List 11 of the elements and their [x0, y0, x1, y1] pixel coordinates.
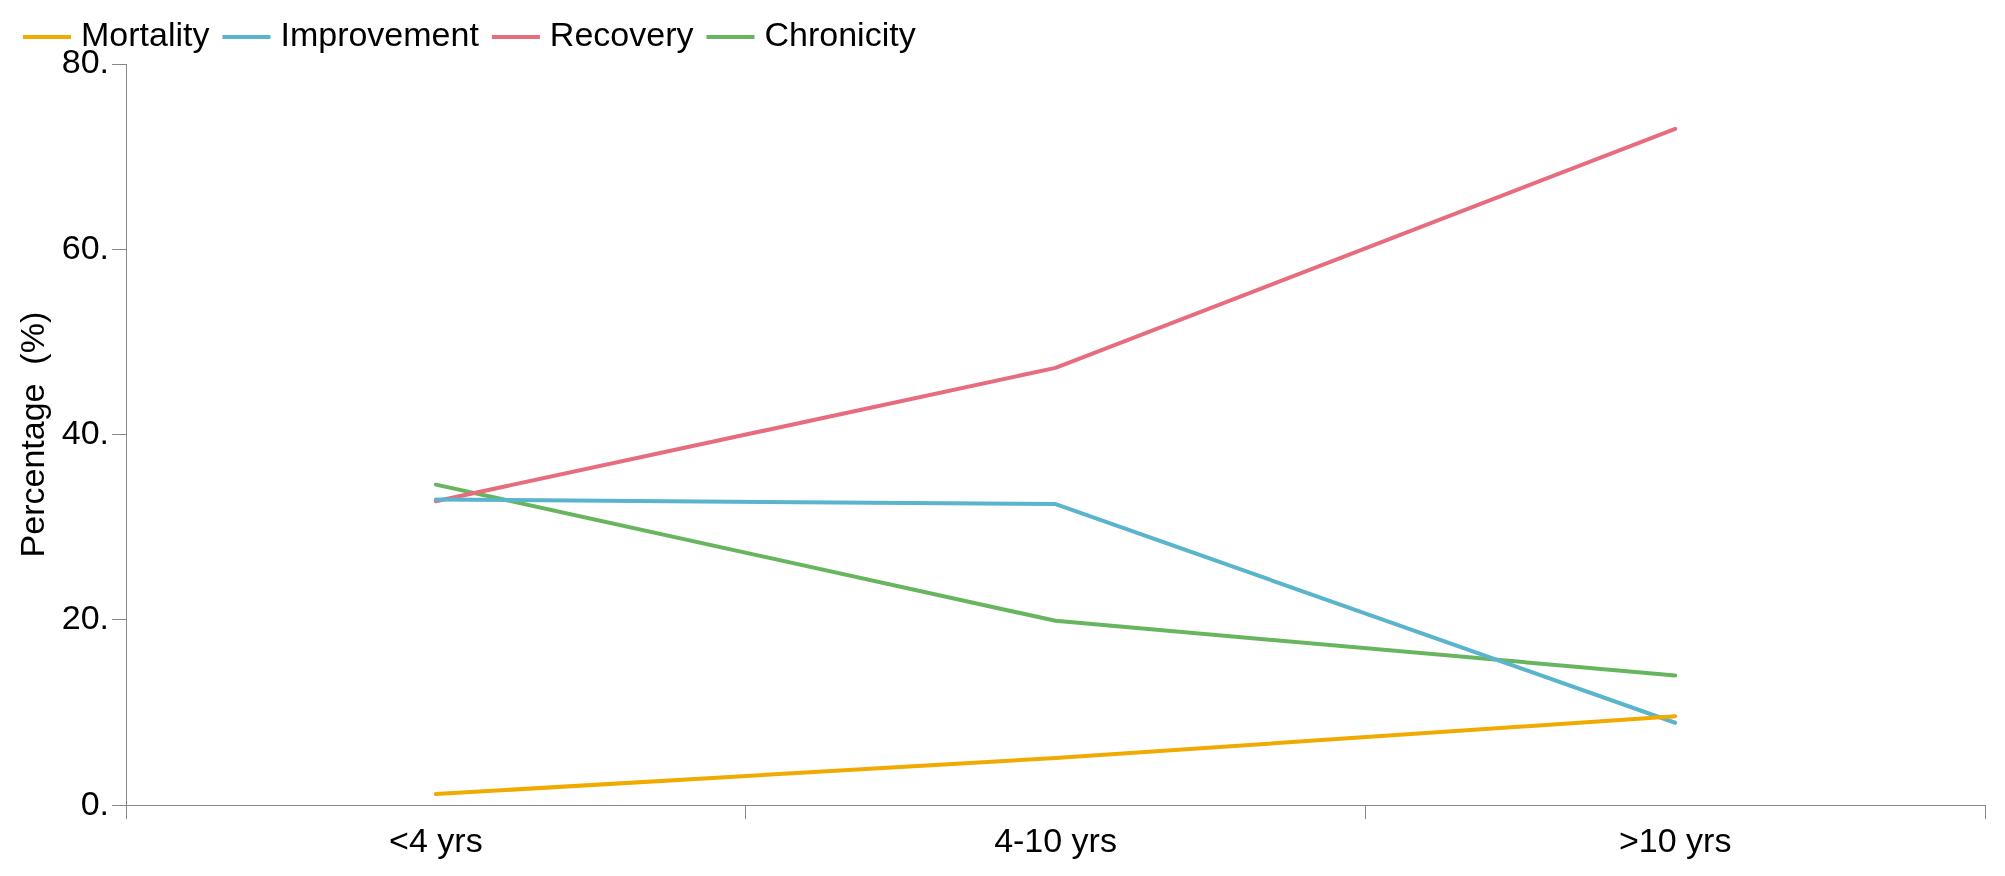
y-tick-label: 0.: [80, 783, 110, 822]
y-tick-label: 60.: [61, 227, 110, 266]
y-axis-title: Percentage (%): [12, 311, 51, 558]
y-tick-label: 40.: [61, 412, 110, 451]
legend-label: Chronicity: [764, 15, 916, 54]
x-tick-label: 4-10 yrs: [994, 820, 1117, 859]
x-tick-label: >10 yrs: [1618, 820, 1732, 859]
y-tick-label: 20.: [61, 598, 110, 637]
legend-label: Recovery: [549, 15, 694, 54]
legend-label: Improvement: [280, 15, 480, 54]
x-tick-label: <4 yrs: [389, 820, 483, 859]
